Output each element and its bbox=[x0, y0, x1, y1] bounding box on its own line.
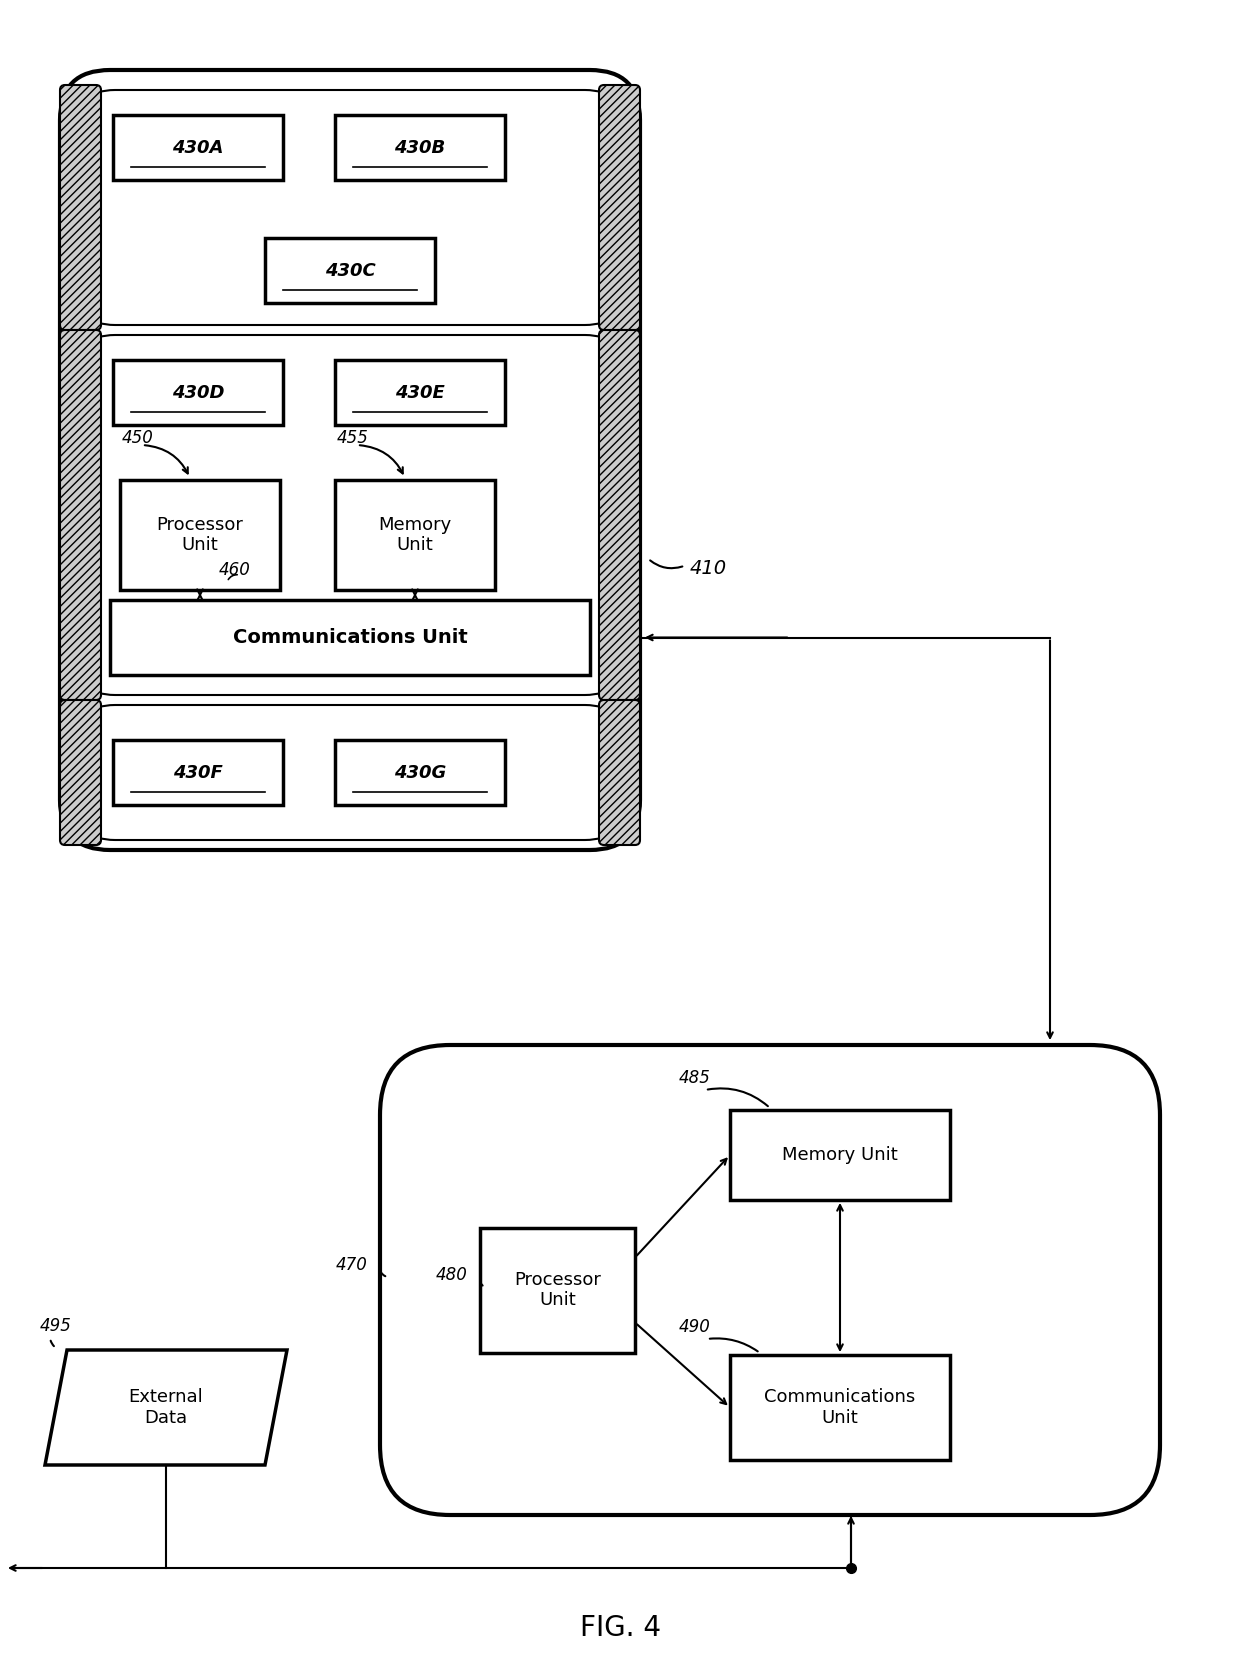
Text: 470: 470 bbox=[336, 1256, 368, 1274]
Text: 460: 460 bbox=[219, 561, 250, 579]
Text: External
Data: External Data bbox=[129, 1388, 203, 1426]
Bar bbox=[110, 600, 590, 675]
Text: 430F: 430F bbox=[174, 763, 223, 782]
FancyBboxPatch shape bbox=[74, 90, 625, 326]
Bar bbox=[113, 740, 283, 805]
FancyBboxPatch shape bbox=[379, 1045, 1159, 1515]
Bar bbox=[335, 479, 495, 590]
FancyBboxPatch shape bbox=[60, 700, 100, 845]
Text: Communications
Unit: Communications Unit bbox=[764, 1388, 915, 1426]
Bar bbox=[730, 1354, 950, 1460]
Text: 430A: 430A bbox=[172, 139, 223, 157]
Text: 480: 480 bbox=[436, 1266, 467, 1284]
Text: Processor
Unit: Processor Unit bbox=[515, 1271, 601, 1309]
Polygon shape bbox=[45, 1349, 286, 1465]
FancyBboxPatch shape bbox=[599, 700, 640, 845]
Bar bbox=[98, 120, 601, 800]
Text: 490: 490 bbox=[680, 1318, 711, 1336]
Text: 430D: 430D bbox=[172, 384, 224, 401]
FancyBboxPatch shape bbox=[599, 85, 640, 331]
FancyBboxPatch shape bbox=[601, 120, 640, 800]
FancyBboxPatch shape bbox=[60, 70, 640, 850]
FancyBboxPatch shape bbox=[60, 331, 100, 700]
Bar bbox=[120, 479, 280, 590]
Bar bbox=[113, 115, 283, 180]
Text: 430E: 430E bbox=[396, 384, 445, 401]
FancyBboxPatch shape bbox=[599, 331, 640, 700]
Bar bbox=[335, 115, 505, 180]
Text: 450: 450 bbox=[122, 429, 154, 448]
FancyBboxPatch shape bbox=[74, 705, 625, 840]
Text: 430C: 430C bbox=[325, 262, 376, 279]
FancyBboxPatch shape bbox=[60, 120, 98, 800]
Text: Memory
Unit: Memory Unit bbox=[378, 516, 451, 554]
Text: 410: 410 bbox=[689, 559, 727, 578]
Text: Memory Unit: Memory Unit bbox=[782, 1146, 898, 1164]
Text: Processor
Unit: Processor Unit bbox=[156, 516, 243, 554]
Bar bbox=[113, 361, 283, 424]
FancyBboxPatch shape bbox=[74, 336, 625, 695]
Text: 430B: 430B bbox=[394, 139, 445, 157]
Bar bbox=[730, 1111, 950, 1201]
Text: 455: 455 bbox=[337, 429, 370, 448]
Bar bbox=[335, 740, 505, 805]
Text: 485: 485 bbox=[680, 1069, 711, 1087]
Text: Communications Unit: Communications Unit bbox=[233, 628, 467, 646]
Bar bbox=[265, 239, 435, 302]
FancyBboxPatch shape bbox=[60, 85, 100, 331]
Bar bbox=[480, 1227, 635, 1353]
Text: 495: 495 bbox=[40, 1318, 72, 1334]
Bar bbox=[335, 361, 505, 424]
Text: 430G: 430G bbox=[394, 763, 446, 782]
Text: FIG. 4: FIG. 4 bbox=[579, 1613, 661, 1642]
